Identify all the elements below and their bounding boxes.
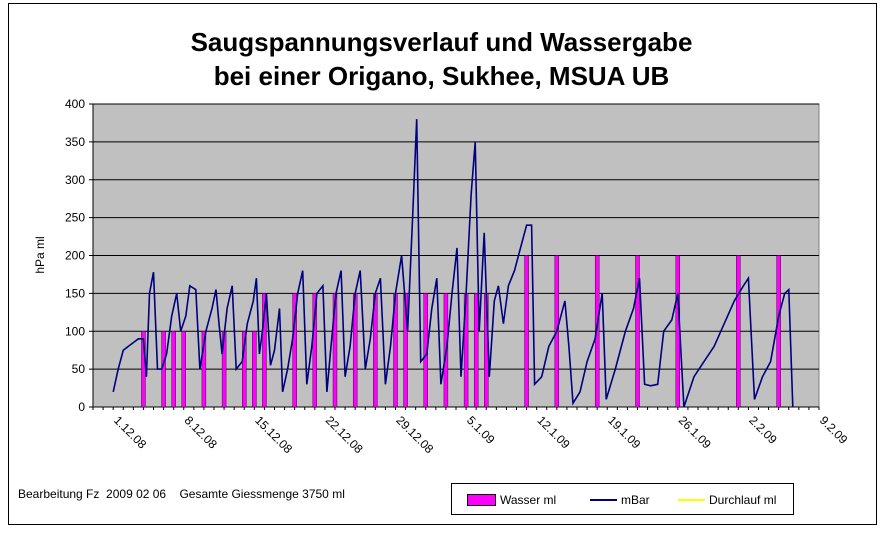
y-tick-label: 350 (65, 135, 85, 149)
bar-wasser (473, 293, 479, 408)
y-tick-label: 400 (65, 97, 85, 111)
bar-wasser (403, 293, 408, 408)
y-tick-label: 250 (65, 211, 85, 225)
chart-title-line-1: Saugspannungsverlauf und Wassergabe (190, 27, 693, 57)
legend-item-durchlauf: Durchlauf ml (678, 493, 776, 507)
legend-swatch-durchlauf (678, 499, 705, 501)
x-tick-label: 5.1.09 (464, 413, 498, 447)
x-tick-label: 2.2.09 (746, 413, 780, 447)
x-tick-label: 8.12.08 (182, 413, 220, 451)
x-tick-label: 9.2.09 (817, 413, 851, 447)
bar-wasser (262, 293, 267, 408)
y-tick-label: 150 (65, 286, 85, 300)
legend-label-mbar: mBar (621, 493, 650, 507)
legend: Wasser ml mBar Durchlauf ml (451, 483, 794, 515)
bar-wasser (776, 255, 781, 408)
x-tick-label: 12.1.09 (535, 413, 573, 451)
bar-wasser (292, 293, 297, 408)
x-tick-label: 1.12.08 (111, 413, 149, 451)
bar-wasser (242, 331, 247, 408)
y-tick-label: 0 (78, 400, 85, 414)
legend-label-wasser: Wasser ml (500, 493, 557, 507)
x-tick-label: 29.12.08 (393, 413, 436, 456)
bar-wasser (332, 293, 338, 408)
x-tick-label: 22.12.08 (323, 413, 366, 456)
bar-wasser (252, 331, 257, 408)
bar-wasser (736, 255, 741, 408)
bar-wasser (635, 255, 640, 408)
x-tick-label: 19.1.09 (605, 413, 643, 451)
line-mbar (112, 119, 794, 408)
y-tick-label: 200 (65, 249, 85, 263)
x-tick-label: 15.12.08 (252, 413, 295, 456)
legend-swatch-mbar (590, 499, 617, 501)
bar-wasser (171, 331, 176, 408)
legend-item-wasser: Wasser ml (467, 493, 556, 507)
bar-wasser (594, 255, 600, 408)
y-tick-label: 300 (65, 173, 85, 187)
bar-wasser (181, 331, 186, 408)
footnote: Bearbeitung Fz 2009 02 06 Gesamte Giessm… (18, 487, 345, 501)
bar-wasser (201, 331, 207, 408)
legend-item-mbar: mBar (590, 493, 650, 507)
x-tick-label: 26.1.09 (676, 413, 714, 451)
legend-label-durchlauf: Durchlauf ml (709, 493, 777, 507)
bar-wasser (312, 293, 318, 408)
y-axis-label: hPa ml (33, 236, 47, 273)
bar-wasser (524, 255, 529, 408)
legend-swatch-wasser (467, 494, 496, 506)
y-tick-label: 100 (65, 324, 85, 338)
y-tick-label: 50 (72, 362, 86, 376)
chart-title-line-2: bei einer Origano, Sukhee, MSUA UB (213, 61, 670, 91)
